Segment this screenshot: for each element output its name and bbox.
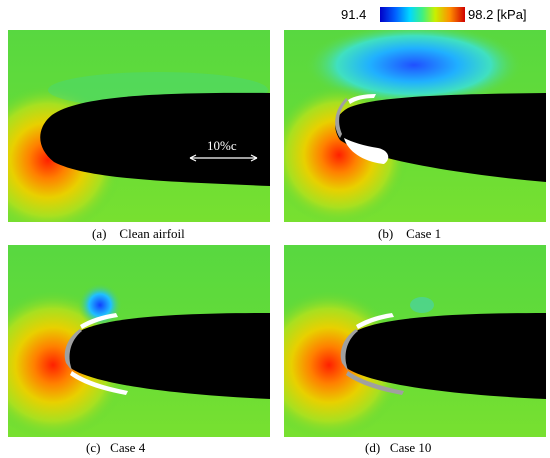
colorbar-max-label: 98.2 [kPa] [468, 7, 527, 22]
ice-shape [335, 98, 348, 138]
panel-clean-airfoil: 10%c [8, 30, 270, 222]
scale-bar-label: 10%c [207, 138, 237, 153]
panel-case-1 [284, 30, 546, 222]
panel-case-10 [284, 245, 546, 437]
caption-d: (d) Case 10 [365, 440, 432, 455]
scale-bar: 10%c [189, 138, 258, 162]
pressure-field-plot [284, 245, 546, 437]
airfoil-shape [40, 92, 270, 186]
airfoil-shape [341, 313, 546, 399]
ice-shape [340, 329, 358, 371]
caption-b: (b) Case 1 [378, 226, 442, 241]
pressure-colorbar: 91.4 98.2 [kPa] [335, 4, 550, 26]
colorbar-min-label: 91.4 [341, 7, 367, 22]
ice-shape [64, 329, 82, 371]
airfoil-shape [335, 93, 546, 182]
pressure-field-plot: 10%c [8, 30, 270, 222]
ice-horn-gap [344, 138, 389, 164]
airfoil-shape [65, 313, 270, 399]
pressure-field-plot [284, 30, 546, 222]
panel-case-4 [8, 245, 270, 437]
caption-a: (a) Clean airfoil [92, 226, 185, 241]
colorbar-gradient [380, 7, 465, 22]
pressure-field-plot [8, 245, 270, 437]
caption-c: (c) Case 4 [86, 440, 146, 455]
